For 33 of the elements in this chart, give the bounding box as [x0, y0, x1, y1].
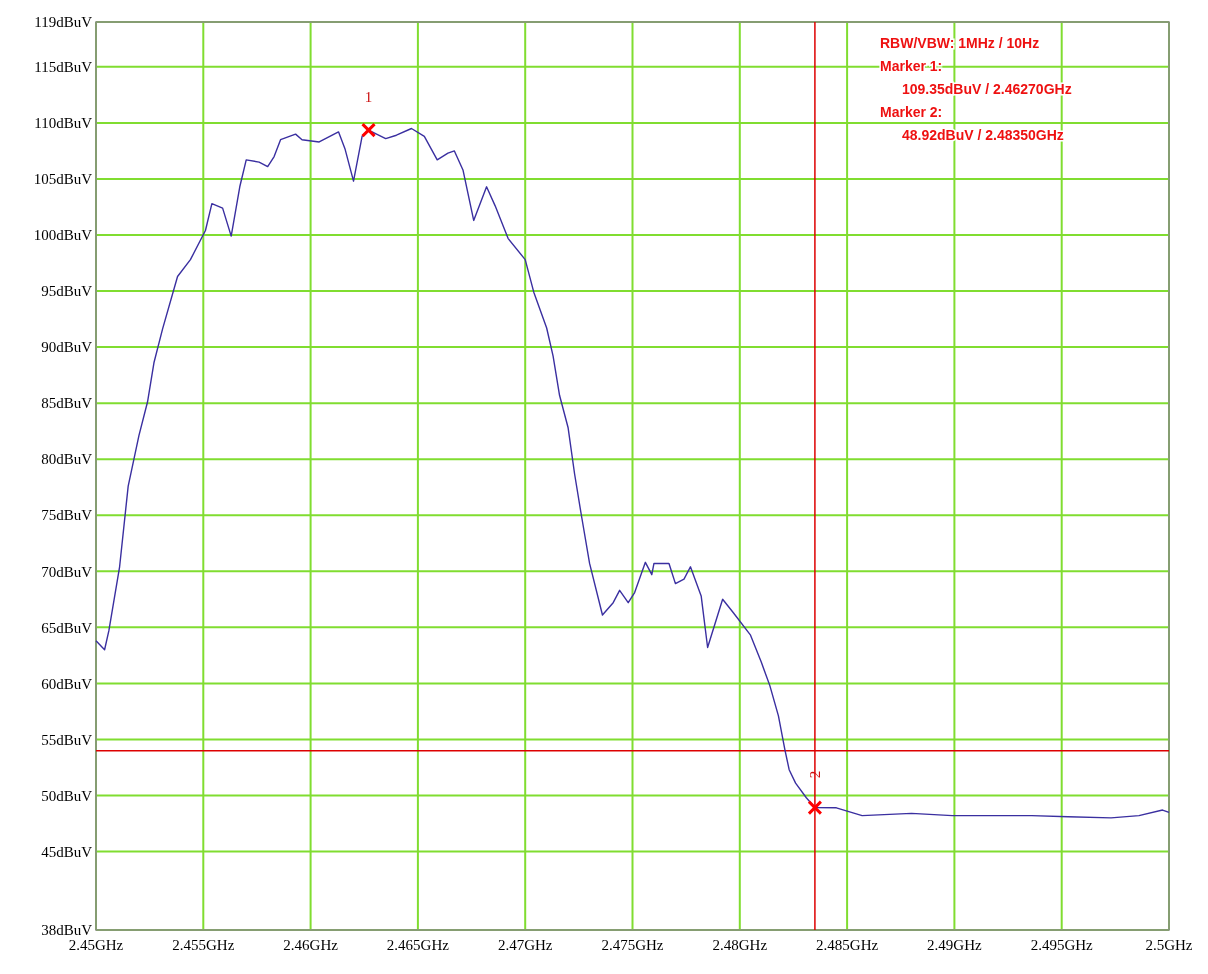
y-tick-label: 45dBuV — [41, 843, 93, 860]
y-tick-label: 119dBuV — [34, 14, 93, 31]
y-tick-label: 115dBuV — [34, 59, 93, 76]
annotation: 1 — [364, 89, 373, 106]
x-tick-label: 2.45GHz — [68, 937, 124, 953]
y-tick-label: 60dBuV — [41, 675, 93, 692]
y-tick-label: 80dBuV — [41, 451, 93, 468]
y-tick-label: 70dBuV — [41, 563, 93, 580]
y-tick-label: 105dBuV — [33, 171, 93, 188]
line-series — [95, 127, 1170, 819]
annotation: RBW/VBW: 1MHz / 10Hz — [880, 35, 1040, 51]
y-tick-label: 75dBuV — [41, 507, 93, 524]
annotation: Marker 2: — [880, 104, 943, 120]
y-tick-label: 95dBuV — [41, 283, 93, 300]
y-tick-label: 85dBuV — [41, 395, 93, 412]
y-tick-label: 50dBuV — [41, 787, 93, 804]
x-tick-label: 2.46GHz — [283, 937, 339, 953]
x-tick-label: 2.48GHz — [712, 937, 768, 953]
y-tick-label: 55dBuV — [41, 731, 93, 748]
y-tick-label: 38dBuV — [41, 922, 93, 939]
x-tick-label: 2.5GHz — [1145, 937, 1193, 953]
y-tick-label: 110dBuV — [34, 115, 93, 132]
y-tick-label: 65dBuV — [41, 619, 93, 636]
y-tick-label: 90dBuV — [41, 339, 93, 356]
x-tick-label: 2.47GHz — [497, 937, 553, 953]
x-tick-label: 2.465GHz — [386, 937, 450, 953]
x-tick-label: 2.455GHz — [172, 937, 235, 953]
y-tick-label: 100dBuV — [33, 227, 93, 244]
x-tick-label: 2.495GHz — [1030, 937, 1094, 953]
x-tick-label: 2.475GHz — [601, 937, 664, 953]
x-tick-label: 2.49GHz — [927, 937, 983, 953]
x-tick-label: 2.485GHz — [816, 937, 879, 953]
annotation: 2 — [806, 770, 823, 779]
